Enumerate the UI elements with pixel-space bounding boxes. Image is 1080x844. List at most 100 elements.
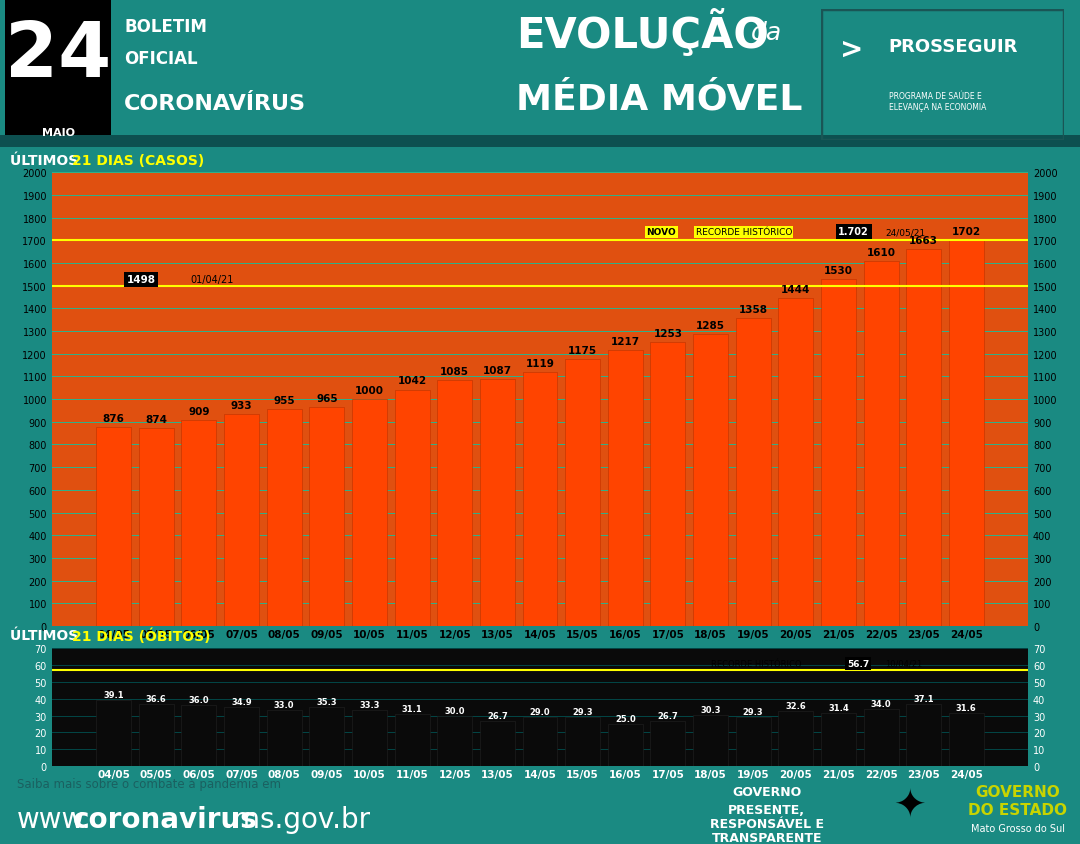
Bar: [96, 428, 131, 626]
Text: 1087: 1087: [483, 365, 512, 376]
Text: Mato Grosso do Sul: Mato Grosso do Sul: [971, 824, 1065, 834]
Text: 965: 965: [316, 393, 338, 403]
Text: 34.0: 34.0: [870, 699, 891, 708]
Text: PRESENTE,: PRESENTE,: [728, 803, 806, 815]
Bar: [480, 380, 515, 626]
Bar: [650, 722, 686, 766]
Text: 955: 955: [273, 396, 295, 406]
Bar: [949, 713, 984, 766]
Text: coronavirus: coronavirus: [72, 805, 257, 833]
Text: 33.3: 33.3: [360, 701, 380, 709]
Text: 36.6: 36.6: [146, 695, 166, 704]
Text: 30.3: 30.3: [700, 706, 720, 714]
Text: 26.7: 26.7: [658, 711, 678, 720]
Text: 1119: 1119: [526, 359, 554, 369]
Text: 39.1: 39.1: [104, 690, 124, 700]
Text: 31.6: 31.6: [956, 703, 976, 712]
Text: GOVERNO: GOVERNO: [732, 785, 801, 798]
Bar: [864, 262, 899, 626]
Bar: [779, 299, 813, 626]
Text: 34.9: 34.9: [231, 697, 252, 706]
Text: 1610: 1610: [866, 247, 895, 257]
Text: 21 DIAS (CASOS): 21 DIAS (CASOS): [72, 154, 204, 167]
Bar: [821, 713, 855, 766]
Bar: [735, 318, 771, 626]
Bar: [523, 717, 557, 766]
Text: RECORDE HISTÓRICO: RECORDE HISTÓRICO: [696, 228, 792, 237]
Text: Saiba mais sobre o combate à pandemia em: Saiba mais sobre o combate à pandemia em: [17, 777, 281, 790]
Bar: [139, 705, 174, 766]
Text: 1253: 1253: [653, 328, 683, 338]
Bar: [309, 706, 345, 766]
Text: RECORDE HISTÓRICO: RECORDE HISTÓRICO: [711, 659, 801, 668]
Text: .ms.gov.br: .ms.gov.br: [225, 805, 370, 833]
Text: 29.3: 29.3: [743, 707, 764, 716]
Text: ÚLTIMOS: ÚLTIMOS: [10, 629, 83, 642]
Bar: [608, 350, 643, 626]
Bar: [225, 414, 259, 626]
Text: 36.0: 36.0: [189, 695, 210, 705]
Bar: [139, 428, 174, 626]
Text: 26.7: 26.7: [487, 711, 508, 720]
Bar: [821, 279, 855, 626]
Text: TRANSPARENTE: TRANSPARENTE: [712, 830, 822, 843]
Bar: [225, 707, 259, 766]
Bar: [352, 710, 387, 766]
Text: PROSSEGUIR: PROSSEGUIR: [889, 38, 1018, 56]
Bar: [309, 408, 345, 626]
Bar: [779, 711, 813, 766]
Bar: [906, 704, 941, 766]
Bar: [480, 722, 515, 766]
Bar: [650, 343, 686, 626]
Text: 1085: 1085: [441, 366, 469, 376]
Text: 29.0: 29.0: [529, 707, 551, 717]
Bar: [693, 335, 728, 626]
Text: MÉDIA MÓVEL: MÉDIA MÓVEL: [516, 82, 802, 116]
Text: da: da: [751, 20, 782, 45]
Bar: [437, 381, 472, 626]
Bar: [5, 0, 111, 136]
Text: OFICIAL: OFICIAL: [124, 50, 198, 68]
Text: 32.6: 32.6: [785, 701, 806, 711]
Text: 1498: 1498: [126, 275, 156, 285]
Text: 01/04/21: 01/04/21: [190, 275, 233, 285]
Text: RESPONSÁVEL E: RESPONSÁVEL E: [710, 816, 824, 830]
Bar: [0, 136, 1080, 148]
Bar: [608, 724, 643, 766]
Text: BOLETIM: BOLETIM: [124, 18, 207, 35]
Text: www.: www.: [17, 805, 92, 833]
Text: 876: 876: [103, 414, 124, 424]
Bar: [267, 410, 301, 626]
Text: 24: 24: [5, 19, 111, 93]
Bar: [735, 717, 771, 766]
Text: 1530: 1530: [824, 266, 853, 275]
Bar: [565, 360, 600, 626]
Text: 909: 909: [188, 406, 210, 416]
Text: 30.0: 30.0: [445, 706, 465, 715]
Bar: [949, 241, 984, 626]
Text: 31.1: 31.1: [402, 704, 422, 713]
Bar: [181, 706, 216, 766]
Text: 56.7: 56.7: [847, 659, 869, 668]
Text: 1.702: 1.702: [838, 227, 869, 237]
Text: 24/05/21: 24/05/21: [886, 228, 926, 237]
Text: 1175: 1175: [568, 346, 597, 356]
Text: DO ESTADO: DO ESTADO: [969, 802, 1067, 816]
Text: 1285: 1285: [696, 321, 725, 331]
Bar: [394, 390, 430, 626]
Bar: [96, 701, 131, 766]
Text: CORONAVÍRUS: CORONAVÍRUS: [124, 94, 307, 113]
Text: NOVO: NOVO: [647, 228, 676, 237]
Text: 1042: 1042: [397, 376, 427, 386]
Text: 1444: 1444: [781, 285, 810, 295]
Bar: [693, 715, 728, 766]
Text: 1358: 1358: [739, 305, 768, 315]
Text: PROGRAMA DE SAÚDE E
ELEVANÇA NA ECONOMIA: PROGRAMA DE SAÚDE E ELEVANÇA NA ECONOMIA: [889, 92, 986, 111]
Text: 29.3: 29.3: [572, 707, 593, 716]
Bar: [523, 373, 557, 626]
Text: ÚLTIMOS: ÚLTIMOS: [10, 154, 83, 167]
Text: EVOLUÇÃO: EVOLUÇÃO: [516, 8, 769, 57]
Bar: [267, 711, 301, 766]
Text: 35.3: 35.3: [316, 697, 337, 706]
Bar: [437, 716, 472, 766]
